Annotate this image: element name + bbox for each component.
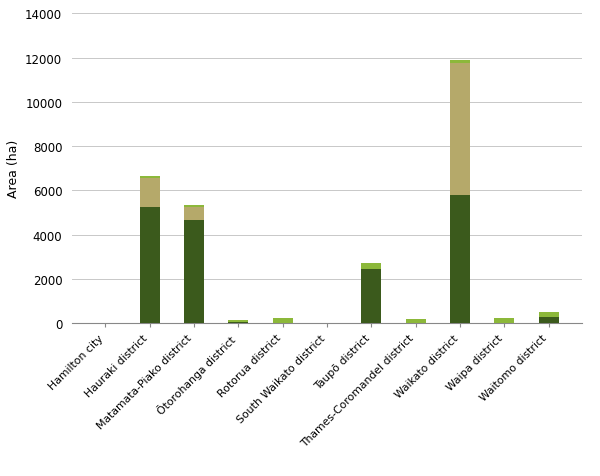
Bar	[140, 208, 160, 324]
Bar	[228, 320, 248, 322]
Bar	[406, 320, 426, 324]
Bar	[361, 269, 382, 324]
Bar	[140, 179, 160, 208]
Bar	[539, 313, 559, 317]
Bar	[272, 319, 293, 324]
Bar	[450, 61, 470, 64]
Bar	[184, 208, 204, 221]
Bar	[450, 64, 470, 196]
Bar	[539, 317, 559, 324]
Bar	[361, 264, 382, 269]
Bar	[184, 206, 204, 208]
Bar	[140, 177, 160, 179]
Bar	[184, 221, 204, 324]
Bar	[494, 318, 514, 324]
Bar	[450, 196, 470, 324]
Y-axis label: Area (ha): Area (ha)	[7, 140, 20, 198]
Bar	[228, 322, 248, 324]
